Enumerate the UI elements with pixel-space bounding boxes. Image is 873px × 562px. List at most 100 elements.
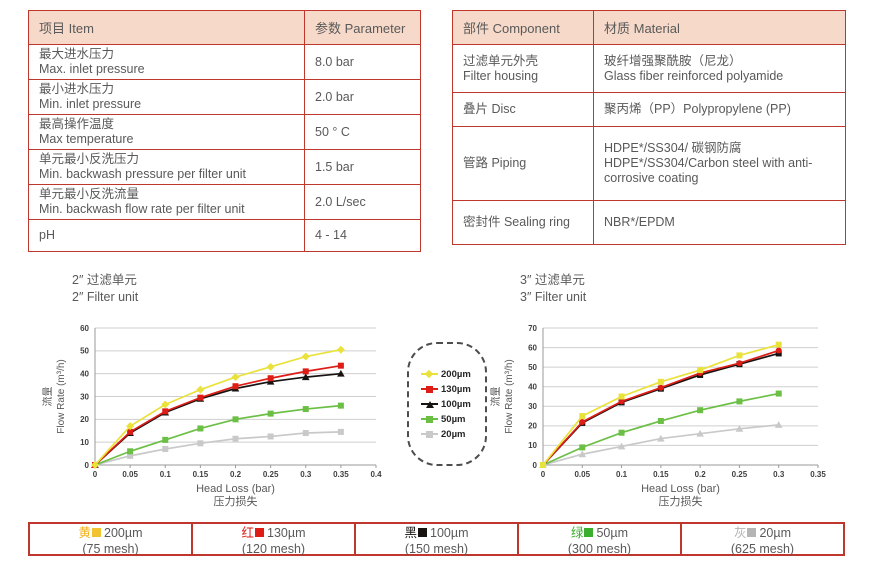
mesh-count: (75 mesh) [82, 541, 139, 556]
color-swatch-icon [747, 528, 757, 537]
legend-item-20um: 20µm [421, 429, 485, 440]
component-label-zh: 密封件 Sealing ring [463, 215, 570, 229]
svg-text:10: 10 [528, 441, 537, 450]
svg-text:0.35: 0.35 [810, 470, 826, 479]
table-row: 密封件 Sealing ring NBR*/EPDM [452, 200, 846, 245]
svg-text:0.15: 0.15 [193, 470, 209, 479]
mesh-size: 200µm [104, 526, 143, 540]
spec-item-max-temperature: 最高操作温度 Max temperature [28, 114, 305, 150]
item-label-zh: 单元最小反洗流量 [39, 187, 140, 201]
svg-text:10: 10 [80, 438, 89, 447]
svg-text:40: 40 [80, 369, 89, 378]
material-header-material: 材质 Material [593, 10, 846, 45]
legend-label: 200µm [441, 368, 471, 380]
square-marker-icon [426, 385, 433, 393]
svg-text:压力损失: 压力损失 [659, 494, 703, 508]
table-row: pH 4 - 14 [28, 219, 421, 252]
svg-text:60: 60 [528, 343, 537, 352]
legend-marker-130um [421, 385, 438, 394]
material-value: HDPE*/SS304/ 碳钢防腐 HDPE*/SS304/Carbon ste… [593, 126, 846, 201]
chart-title-3inch: 3″ 过滤单元 3″ Filter unit [520, 272, 586, 306]
flow-rate-chart-2inch: 0 10 20 30 40 50 60 0 0.05 0.1 0.15 0.2 0.25 0.3 0.35 0… [41, 324, 382, 508]
spec-item-ph: pH [28, 219, 305, 252]
triangle-marker-icon [426, 400, 434, 408]
spec-item-min-backwash-pressure: 单元最小反洗压力 Min. backwash pressure per filt… [28, 149, 305, 185]
material-line-en: HDPE*/SS304/Carbon steel with anti-corro… [604, 156, 813, 185]
component-piping: 管路 Piping [452, 126, 594, 201]
material-table: 部件 Component 材质 Material 过滤单元外壳 Filter h… [452, 10, 846, 245]
mesh-size: 100µm [430, 526, 469, 540]
material-table-header-row: 部件 Component 材质 Material [452, 10, 846, 45]
item-label-en: Min. backwash flow rate per filter unit [39, 202, 245, 216]
svg-text:0: 0 [533, 461, 538, 470]
mesh-size: 20µm [759, 526, 792, 540]
table-row: 叠片 Disc 聚丙烯（PP）Polypropylene (PP) [452, 92, 846, 127]
color-name-zh: 黑 [404, 526, 418, 540]
mesh-size: 130µm [267, 526, 306, 540]
item-label-zh: pH [39, 228, 55, 242]
svg-text:0.1: 0.1 [616, 470, 628, 479]
chart-title-en: 3″ Filter unit [520, 289, 587, 304]
color-name-zh: 红 [241, 526, 255, 540]
material-line-en: Glass fiber reinforced polyamide [604, 68, 784, 83]
color-name-zh: 绿 [570, 526, 584, 540]
component-label-zh: 叠片 Disc [463, 102, 516, 116]
legend-marker-200um [421, 369, 438, 379]
svg-text:Flow Rate (m³/h): Flow Rate (m³/h) [504, 359, 515, 433]
svg-text:50: 50 [80, 347, 89, 356]
item-label-zh: 最高操作温度 [39, 117, 115, 131]
table-row: 管路 Piping HDPE*/SS304/ 碳钢防腐 HDPE*/SS304/… [452, 126, 846, 201]
color-key-gray-20um: 灰 20µm (625 mesh) [680, 524, 843, 556]
legend-marker-50um [421, 415, 438, 424]
spec-header-parameter: 参数 Parameter [304, 10, 421, 45]
spec-value: 50 ° C [304, 114, 421, 150]
material-line-zh: 聚丙烯（PP）Polypropylene (PP) [604, 102, 791, 116]
svg-text:Head Loss (bar): Head Loss (bar) [196, 483, 275, 495]
legend-label: 50µm [441, 413, 466, 425]
legend-item-50um: 50µm [421, 414, 485, 425]
svg-text:0.05: 0.05 [574, 470, 590, 479]
spec-table: 项目 Item 参数 Parameter 最大进水压力 Max. inlet p… [28, 10, 421, 252]
component-sealing-ring: 密封件 Sealing ring [452, 200, 594, 245]
svg-text:0.3: 0.3 [773, 470, 785, 479]
item-label-en: Max temperature [39, 132, 134, 146]
mesh-count: (625 mesh) [730, 541, 795, 556]
svg-text:40: 40 [528, 383, 537, 392]
svg-text:0.3: 0.3 [300, 470, 312, 479]
legend-item-200um: 200µm [421, 369, 485, 380]
svg-text:流量: 流量 [489, 387, 502, 407]
svg-text:50: 50 [528, 363, 537, 372]
legend-label: 20µm [441, 428, 466, 440]
spec-value: 1.5 bar [304, 149, 421, 185]
table-row: 单元最小反洗流量 Min. backwash flow rate per fil… [28, 184, 421, 220]
spec-table-header-row: 项目 Item 参数 Parameter [28, 10, 421, 45]
svg-text:20: 20 [80, 415, 89, 424]
spec-header-item: 项目 Item [28, 10, 305, 45]
legend-label: 100µm [441, 398, 471, 410]
svg-text:0: 0 [85, 461, 90, 470]
table-row: 最大进水压力 Max. inlet pressure 8.0 bar [28, 44, 421, 80]
svg-text:0.25: 0.25 [263, 470, 279, 479]
color-swatch-icon [255, 528, 265, 537]
item-label-en: Min. inlet pressure [39, 97, 142, 111]
legend-marker-20um [421, 430, 438, 439]
spec-value: 2.0 bar [304, 79, 421, 115]
table-row: 单元最小反洗压力 Min. backwash pressure per filt… [28, 149, 421, 185]
chart-title-2inch: 2″ 过滤单元 2″ Filter unit [72, 272, 138, 306]
item-label-zh: 最大进水压力 [39, 47, 115, 61]
spec-value: 4 - 14 [304, 219, 421, 252]
item-label-zh: 单元最小反洗压力 [39, 152, 140, 166]
table-row: 最高操作温度 Max temperature 50 ° C [28, 114, 421, 150]
svg-text:0.35: 0.35 [333, 470, 349, 479]
mesh-count: (150 mesh) [404, 541, 469, 556]
table-row: 过滤单元外壳 Filter housing 玻纤增强聚酰胺（尼龙） Glass … [452, 44, 846, 93]
material-line-zh: NBR*/EPDM [604, 215, 675, 229]
spec-value: 8.0 bar [304, 44, 421, 80]
component-filter-housing: 过滤单元外壳 Filter housing [452, 44, 594, 93]
svg-text:0.15: 0.15 [653, 470, 669, 479]
color-name-zh: 灰 [733, 526, 747, 540]
legend-marker-100um [421, 400, 438, 409]
svg-text:压力损失: 压力损失 [214, 494, 258, 508]
svg-text:0.25: 0.25 [732, 470, 748, 479]
